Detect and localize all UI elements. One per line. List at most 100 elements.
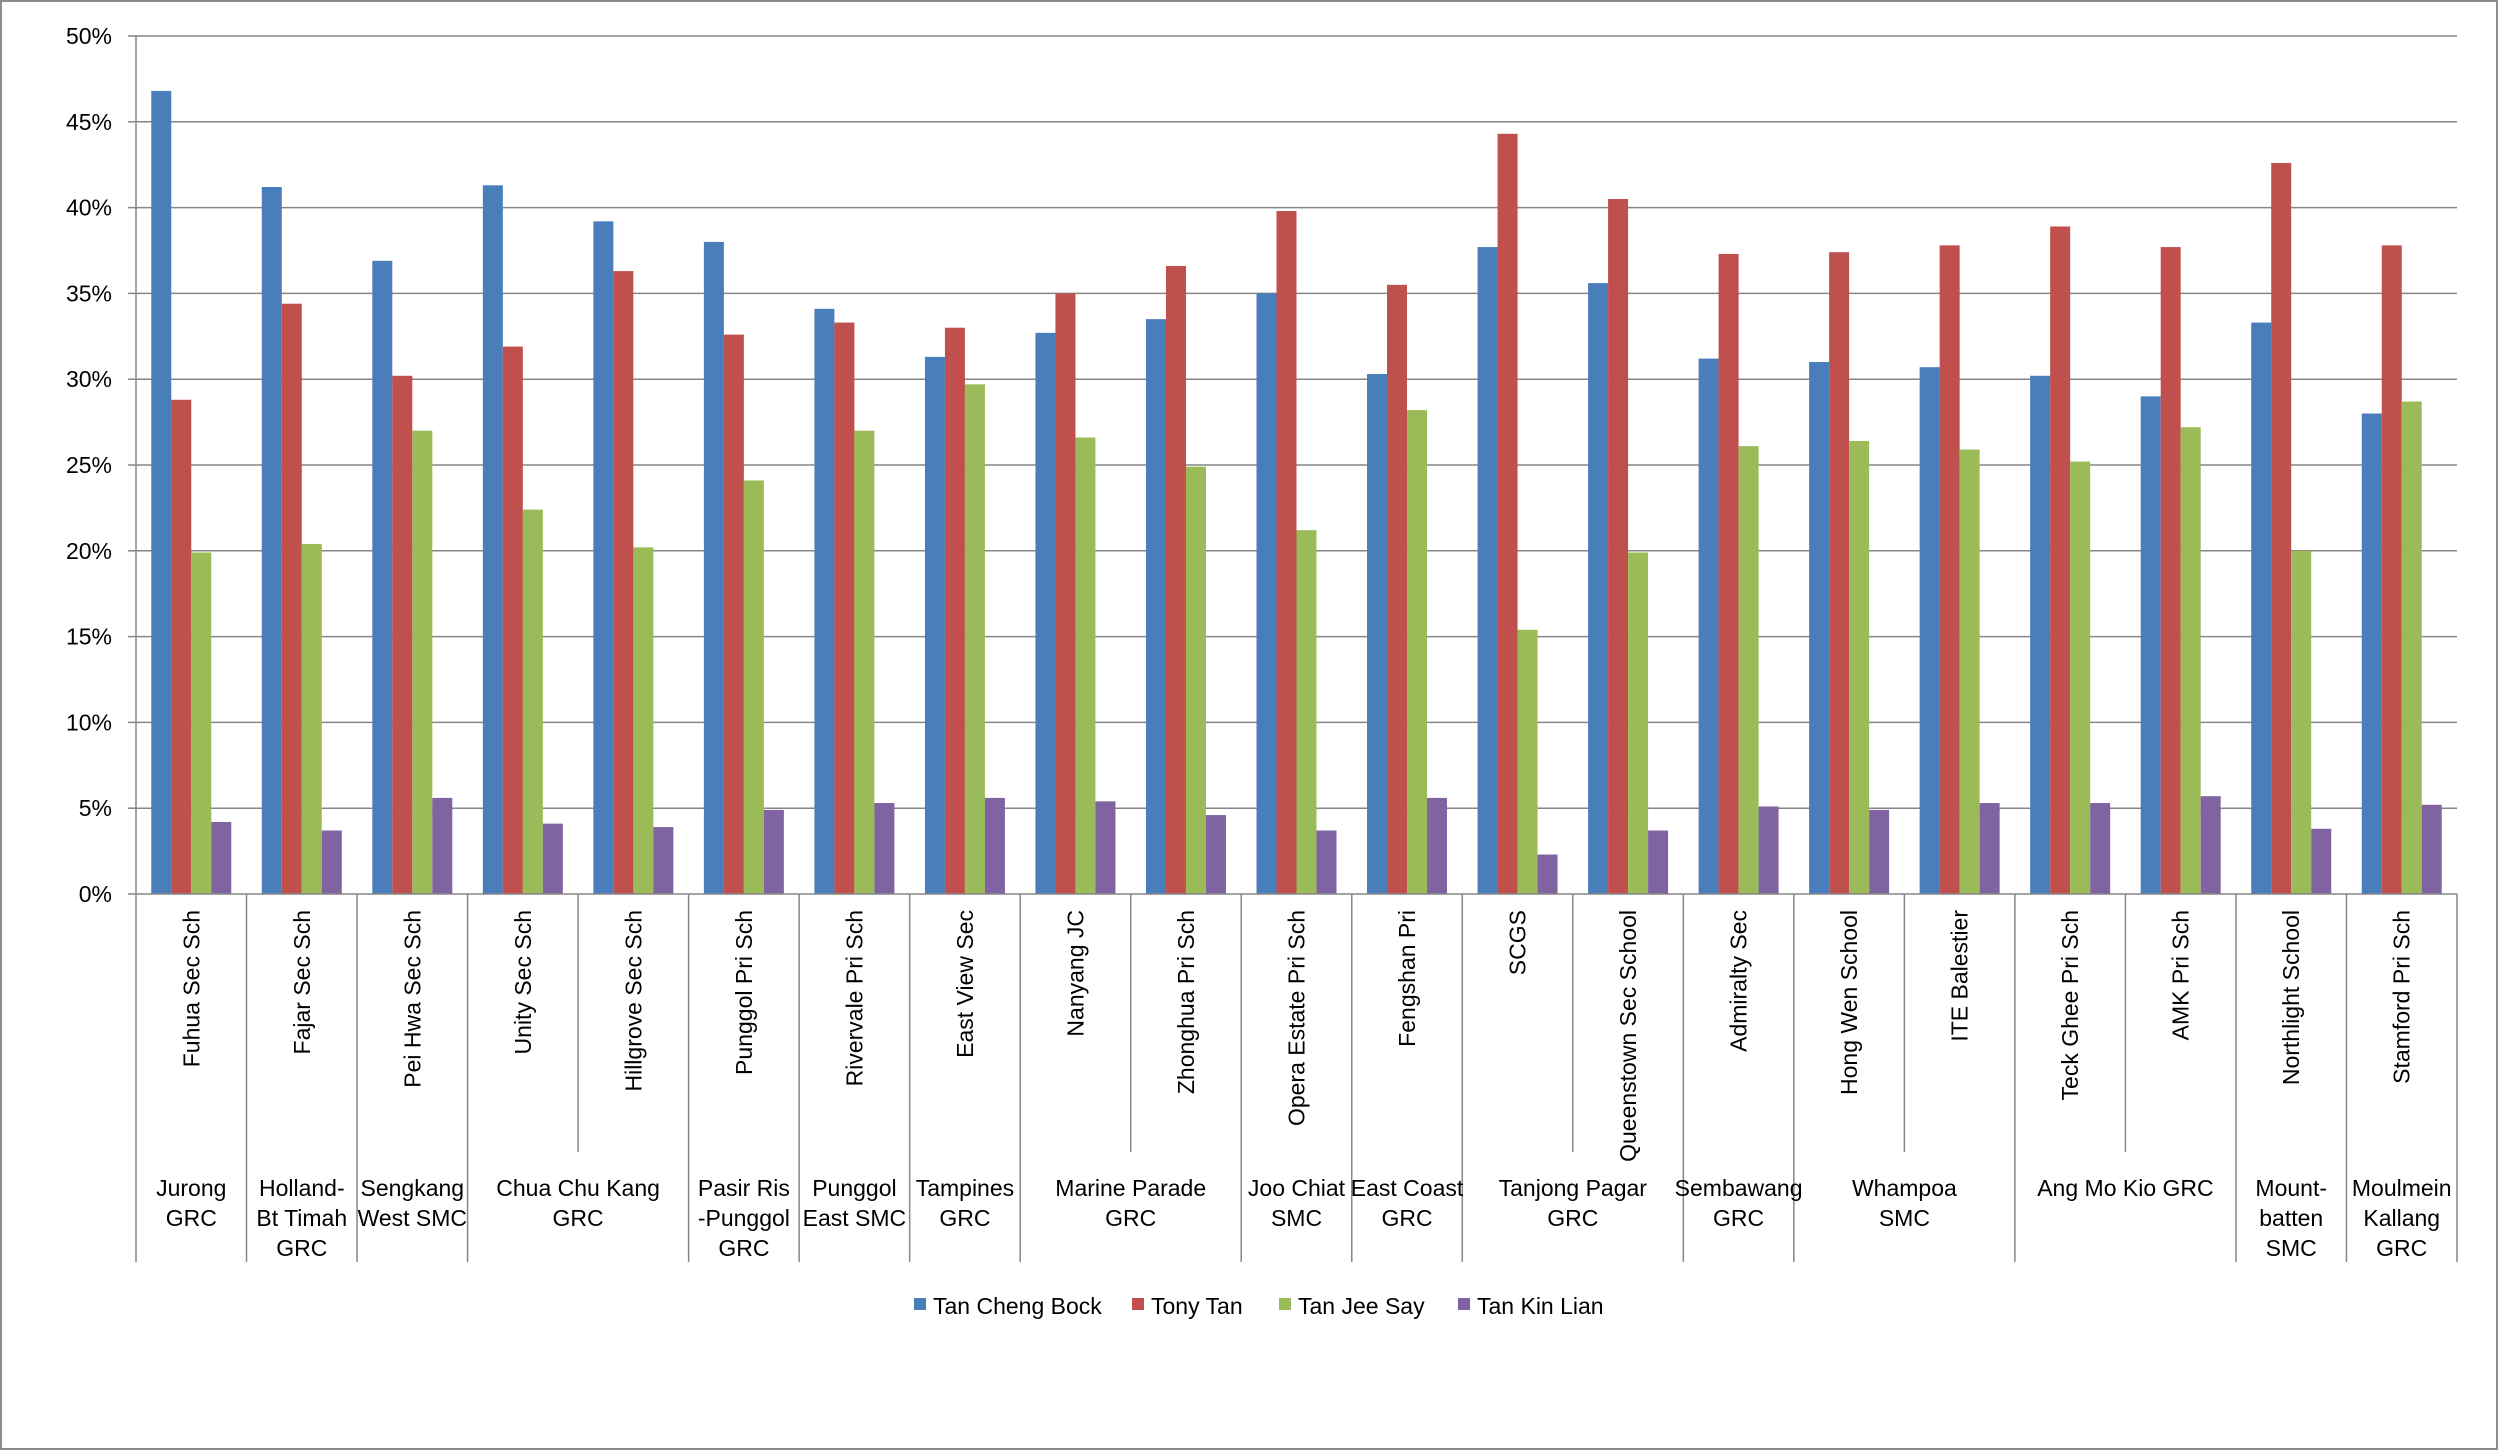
category-label: Nanyang JC <box>1062 910 1088 1037</box>
legend-swatch <box>914 1298 926 1310</box>
bar <box>2030 375 2051 894</box>
group-label-line: Chua Chu Kang <box>496 1175 660 1201</box>
group-label-line: GRC <box>166 1205 217 1231</box>
bar <box>703 241 724 895</box>
bar <box>392 375 413 894</box>
bar <box>1869 809 1890 894</box>
group-label-line: GRC <box>276 1235 327 1261</box>
group-label-line: SMC <box>2266 1235 2317 1261</box>
bar <box>1387 284 1408 894</box>
group-label-line: SMC <box>1271 1205 1322 1231</box>
category-label: Teck Ghee Pri Sch <box>2057 910 2083 1100</box>
bar <box>964 384 985 894</box>
y-tick-label: 40% <box>66 195 112 221</box>
bar <box>1256 293 1277 894</box>
category-label: Northlight School <box>2278 910 2304 1085</box>
group-label-line: Pasir Ris <box>698 1175 790 1201</box>
bar <box>542 823 563 894</box>
group-label: East Coast GRC <box>1351 1175 1464 1231</box>
bar <box>743 480 764 894</box>
group-label-line: Bt Timah <box>256 1205 347 1231</box>
legend-label: Tony Tan <box>1151 1293 1243 1319</box>
group-label: Tanjong Pagar GRC <box>1499 1175 1648 1231</box>
bar <box>211 821 232 894</box>
legend-label: Tan Cheng Bock <box>933 1293 1102 1319</box>
group-label-line: GRC <box>553 1205 604 1231</box>
bar <box>2421 804 2442 894</box>
y-tick-label: 35% <box>66 280 112 306</box>
category-label: Unity Sec Sch <box>510 910 536 1054</box>
bar <box>814 308 835 894</box>
bar <box>1809 362 1830 894</box>
bar <box>2070 461 2091 894</box>
bar <box>1979 803 2000 894</box>
category-label: Admiralty Sec <box>1726 910 1752 1052</box>
bar <box>151 90 172 895</box>
category-label: Zhonghua Pri Sch <box>1173 910 1199 1094</box>
bar <box>1055 293 1076 894</box>
bar <box>1095 801 1116 894</box>
bar <box>191 552 212 894</box>
group-label-line: Sembawang <box>1675 1175 1803 1201</box>
bar <box>2200 796 2221 894</box>
bar <box>502 346 523 894</box>
group-label-line: SMC <box>1879 1205 1930 1231</box>
group-label-line: GRC <box>1381 1205 1432 1231</box>
y-tick-label: 45% <box>66 109 112 135</box>
bar <box>1738 446 1759 894</box>
bar <box>1407 410 1428 894</box>
bar <box>1316 830 1337 894</box>
y-tick-label: 50% <box>66 23 112 49</box>
group-label-line: Jurong <box>156 1175 226 1201</box>
bar <box>1718 253 1739 894</box>
group-label: Whampoa SMC <box>1852 1175 1957 1231</box>
y-tick-label: 20% <box>66 538 112 564</box>
bar <box>834 322 855 894</box>
bar <box>372 260 393 894</box>
category-labels: Fuhua Sec Sch Fajar Sec Sch Pei Hwa Sec Sc… <box>178 910 2414 1162</box>
group-label-line: Ang Mo Kio GRC <box>2037 1175 2213 1201</box>
group-label: Moulmein Kallang GRC <box>2352 1175 2452 1261</box>
bar <box>412 430 433 894</box>
group-label: Joo Chiat SMC <box>1248 1175 1346 1231</box>
legend-label: Tan Jee Say <box>1298 1293 1425 1319</box>
bar <box>1367 374 1388 894</box>
bar <box>2291 550 2312 894</box>
bar <box>1276 211 1297 895</box>
group-label-line: Moulmein <box>2352 1175 2452 1201</box>
bar <box>613 271 634 894</box>
bar <box>2271 162 2292 894</box>
bar <box>2401 401 2422 894</box>
y-tick-label: 25% <box>66 452 112 478</box>
group-label-line: GRC <box>2376 1235 2427 1261</box>
group-label: Punggol East SMC <box>803 1175 907 1231</box>
bar <box>1698 358 1719 894</box>
group-label-line: Sengkang <box>361 1175 465 1201</box>
category-label: Rivervale Pri Sch <box>841 910 867 1086</box>
bar <box>633 547 654 894</box>
bar <box>432 797 453 894</box>
legend-swatch <box>1132 1298 1144 1310</box>
bar <box>653 827 674 894</box>
legend: Tan Cheng Bock Tony Tan Tan Jee Say Tan Kin… <box>914 1293 1604 1319</box>
group-label-line: batten <box>2259 1205 2323 1231</box>
group-label-line: Joo Chiat <box>1248 1175 1346 1201</box>
bar <box>1145 319 1166 894</box>
group-label-line: GRC <box>939 1205 990 1231</box>
group-label: Tampines GRC <box>916 1175 1014 1231</box>
bar <box>321 830 342 894</box>
bar <box>763 809 784 894</box>
group-label: Sembawang GRC <box>1675 1175 1803 1231</box>
bar <box>2251 322 2272 894</box>
bar <box>2381 245 2402 895</box>
bar <box>1205 815 1226 894</box>
bar <box>1959 449 1980 894</box>
bar <box>1758 806 1779 894</box>
group-label-line: Punggol <box>812 1175 896 1201</box>
bar <box>593 221 614 894</box>
group-label-line: Kallang <box>2363 1205 2440 1231</box>
category-label: AMK Pri Sch <box>2168 910 2194 1040</box>
axes <box>128 35 2458 1262</box>
category-label: Queenstown Sec School <box>1615 910 1641 1162</box>
